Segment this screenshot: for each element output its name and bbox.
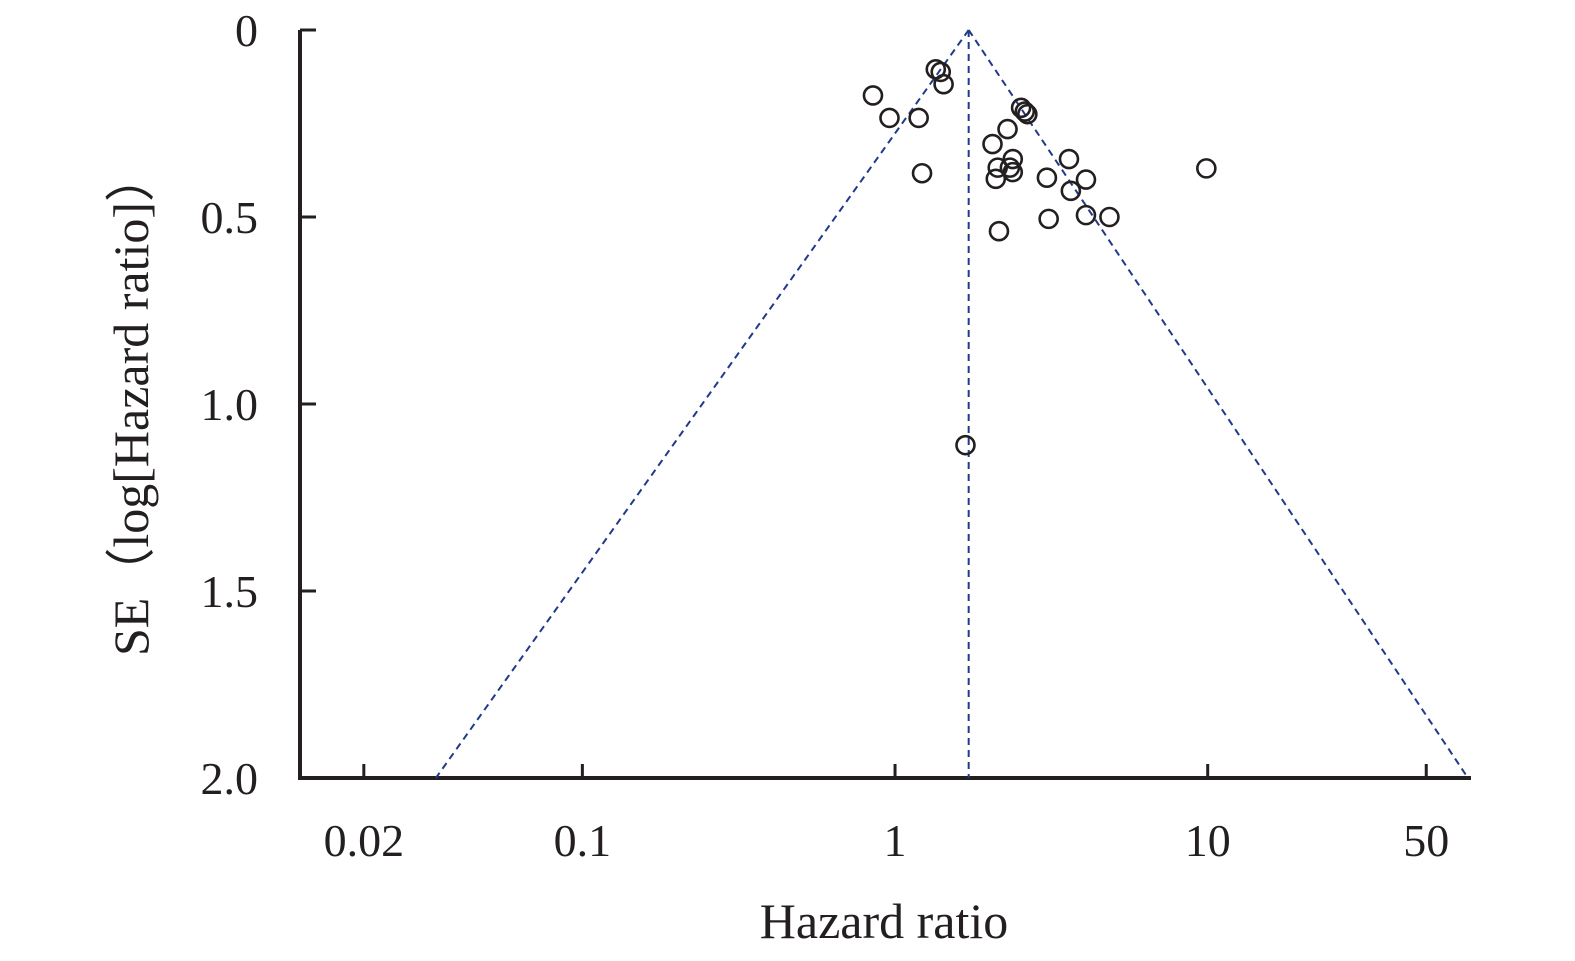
study-points <box>862 58 1217 456</box>
study-point <box>1075 204 1097 226</box>
study-point <box>862 85 884 106</box>
study-point <box>933 73 954 95</box>
study-point <box>1038 208 1059 230</box>
funnel-right-limit-line <box>967 29 1469 779</box>
study-point <box>1014 101 1036 122</box>
study-point <box>982 133 1003 155</box>
study-point <box>908 107 929 129</box>
study-point <box>985 168 1007 190</box>
study-point <box>1017 103 1038 125</box>
funnel-left-limit-line <box>435 29 970 779</box>
axes <box>298 30 1471 780</box>
study-point <box>930 61 952 83</box>
y-tick-label: 0 <box>235 5 258 56</box>
study-point <box>955 434 976 456</box>
x-tick-label: 10 <box>1185 815 1231 866</box>
funnel-lines <box>435 29 1469 779</box>
x-tick-label: 0.1 <box>554 815 612 866</box>
y-tick-label: 1.5 <box>201 566 259 617</box>
axis-ticks: 0.02 0.1 1 10 50 0 0.5 1.0 1.5 2.0 <box>201 5 1450 866</box>
x-tick-label: 0.02 <box>324 815 405 866</box>
x-tick-label: 1 <box>884 815 907 866</box>
study-point <box>997 118 1018 140</box>
study-point <box>1010 97 1032 119</box>
y-tick-label: 1.0 <box>201 379 259 430</box>
y-axis-title: SE（log[Hazard ratio]） <box>103 152 159 656</box>
y-tick-label: 0.5 <box>201 192 259 243</box>
study-point <box>1196 158 1217 179</box>
study-point <box>1099 206 1120 228</box>
x-axis-title: Hazard ratio <box>760 893 1008 949</box>
study-point <box>1058 148 1080 170</box>
study-point <box>879 107 900 129</box>
study-point <box>987 157 1009 178</box>
x-tick-label: 50 <box>1403 815 1449 866</box>
study-point <box>1002 148 1024 170</box>
study-point <box>1036 167 1058 189</box>
study-point <box>999 157 1021 178</box>
study-point <box>1002 161 1024 183</box>
study-point <box>1075 169 1097 190</box>
y-tick-label: 2.0 <box>201 753 259 804</box>
study-point <box>1060 180 1082 202</box>
study-point <box>911 162 933 184</box>
study-point <box>988 220 1010 242</box>
